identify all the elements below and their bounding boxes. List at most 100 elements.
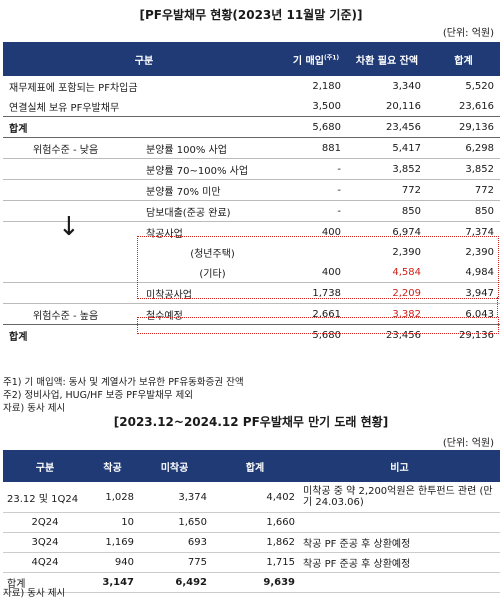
cell: 23,616 bbox=[459, 100, 494, 112]
table-row: 위험수준 - 높음 철수예정 2,661 3,382 6,043 bbox=[3, 304, 500, 325]
header-started: 착공 bbox=[87, 450, 138, 482]
row-label: 철수예정 bbox=[146, 310, 183, 322]
cell: 29,136 bbox=[427, 116, 500, 138]
table-row: 분양률 70~100% 사업 - 3,852 3,852 bbox=[3, 158, 500, 180]
table-row: 3Q24 1,169 693 1,862 착공 PF 준공 후 상환예정 bbox=[3, 532, 500, 553]
source-note-2: 자료) 동사 제시 bbox=[3, 588, 66, 599]
cell: 1,169 bbox=[87, 532, 138, 553]
cell: 772 bbox=[427, 179, 500, 201]
source-note: 자료) 동사 제시 bbox=[3, 403, 66, 414]
total-row: 합계 3,147 6,492 9,639 bbox=[3, 572, 500, 593]
cell: 1,715 bbox=[211, 552, 299, 573]
risk-high-label: 위험수준 - 높음 bbox=[33, 310, 99, 322]
header-category: 구분 bbox=[3, 42, 285, 76]
pf-contingent-liabilities-table: 구분 기 매입(주1) 차환 필요 잔액 합계 재무제표에 포함되는 PF차입금… bbox=[3, 42, 500, 345]
header-remarks: 비고 bbox=[299, 450, 500, 482]
cell: 772 bbox=[347, 179, 427, 201]
cell: 3,147 bbox=[87, 572, 138, 593]
risk-low-label: 위험수준 - 낮음 bbox=[3, 137, 140, 159]
cell: - bbox=[285, 179, 347, 201]
cell: 1,650 bbox=[138, 512, 211, 533]
total-row: 합계 5,680 23,456 29,136 bbox=[3, 324, 500, 345]
remark-cell: 착공 PF 준공 후 상환예정 bbox=[299, 552, 500, 573]
cell: 850 bbox=[347, 200, 427, 222]
cell: 850 bbox=[427, 200, 500, 222]
table1-title: [PF우발채무 현황(2023년 11월말 기준)] bbox=[139, 8, 363, 22]
cell: 1,028 bbox=[87, 482, 138, 513]
cell: 23,456 bbox=[347, 116, 427, 138]
table-row: 담보대출(준공 완료) - 850 850 bbox=[3, 200, 500, 222]
header-purchased-label: 기 매입 bbox=[292, 55, 324, 67]
maturity-schedule-table: 구분 착공 미착공 합계 비고 23.12 및 1Q24 1,028 3,374… bbox=[3, 450, 500, 593]
table-row: 착공사업 400 6,974 7,374 bbox=[3, 222, 500, 243]
row-label: 합계 bbox=[3, 116, 285, 138]
row-label: 3Q24 bbox=[3, 532, 87, 553]
footnote-1: 주1) 기 매입액: 동사 및 계열사가 보유한 PF유동화증권 잔액 bbox=[3, 377, 244, 388]
table-row: (기타) 400 4,584 4,984 bbox=[3, 262, 500, 283]
header-total: 합계 bbox=[427, 42, 500, 76]
cell: 2,390 bbox=[465, 246, 494, 258]
cell: 2,180 bbox=[312, 80, 341, 92]
table-row: 분양률 70% 미만 - 772 772 bbox=[3, 179, 500, 201]
row-label: (기타) bbox=[140, 262, 285, 283]
cell: 400 bbox=[321, 226, 341, 238]
header-purchased-note: (주1) bbox=[323, 54, 340, 62]
cell: 5,680 bbox=[285, 116, 347, 138]
cell: 5,520 bbox=[465, 80, 494, 92]
table-row: (청년주택) 2,390 2,390 bbox=[3, 242, 500, 262]
cell-highlight: 3,382 bbox=[392, 308, 421, 320]
cell: 2,390 bbox=[392, 246, 421, 258]
table-row: 2Q24 10 1,650 1,660 bbox=[3, 512, 500, 533]
table2-unit: (단위: 억원) bbox=[442, 438, 494, 449]
cell: 3,500 bbox=[312, 100, 341, 112]
row-label: 재무제표에 포함되는 PF차입금 bbox=[9, 82, 138, 94]
highlight-box-construction bbox=[137, 236, 499, 299]
cell: 5,680 bbox=[285, 324, 347, 345]
cell: - bbox=[285, 158, 347, 180]
remark-cell: 미착공 중 약 2,200억원은 한투펀드 관련 (만기 24.03.06) bbox=[299, 482, 500, 513]
table-row: 재무제표에 포함되는 PF차입금 2,180 3,340 5,520 bbox=[3, 76, 500, 96]
cell: 20,116 bbox=[386, 100, 421, 112]
cell: 1,660 bbox=[211, 512, 299, 533]
row-label: 합계 bbox=[3, 324, 285, 345]
table-row: 4Q24 940 775 1,715 착공 PF 준공 후 상환예정 bbox=[3, 552, 500, 573]
cell: 775 bbox=[138, 552, 211, 573]
highlight-box-connector bbox=[137, 297, 498, 317]
highlight-box-withdrawal bbox=[137, 317, 499, 334]
cell: 10 bbox=[87, 512, 138, 533]
cell: 2,661 bbox=[312, 308, 341, 320]
row-label: 분양률 70~100% 사업 bbox=[140, 158, 285, 180]
table-header-row: 구분 기 매입(주1) 차환 필요 잔액 합계 bbox=[3, 42, 500, 76]
cell: 5,417 bbox=[347, 137, 427, 159]
footnote-2: 주2) 정비사업, HUG/HF 보증 PF우발채무 제외 bbox=[3, 390, 193, 401]
row-label: 착공사업 bbox=[146, 228, 183, 240]
cell: 23,456 bbox=[347, 324, 427, 345]
row-label: 분양률 70% 미만 bbox=[140, 179, 285, 201]
cell: 400 bbox=[285, 262, 347, 283]
arrow-down-icon: ↓ bbox=[58, 212, 80, 242]
header-refinance: 차환 필요 잔액 bbox=[347, 42, 427, 76]
subtotal-row: 합계 5,680 23,456 29,136 bbox=[3, 116, 500, 138]
row-label: 4Q24 bbox=[3, 552, 87, 573]
table-header-row: 구분 착공 미착공 합계 비고 bbox=[3, 450, 500, 482]
cell: - bbox=[285, 200, 347, 222]
row-label: 23.12 및 1Q24 bbox=[3, 482, 87, 513]
cell: 1,862 bbox=[211, 532, 299, 553]
header-category: 구분 bbox=[3, 450, 87, 482]
row-label: 연결실체 보유 PF우발채무 bbox=[9, 102, 120, 114]
table-row: 위험수준 - 낮음 분양률 100% 사업 881 5,417 6,298 bbox=[3, 137, 500, 159]
cell: 4,984 bbox=[427, 262, 500, 283]
remark-cell: 착공 PF 준공 후 상환예정 bbox=[299, 532, 500, 553]
table2-title: [2023.12~2024.12 PF우발채무 만기 도래 현황] bbox=[113, 415, 389, 429]
cell: 940 bbox=[87, 552, 138, 573]
table-row: 23.12 및 1Q24 1,028 3,374 4,402 미착공 중 약 2… bbox=[3, 482, 500, 513]
cell: 9,639 bbox=[211, 572, 299, 593]
cell: 3,852 bbox=[427, 158, 500, 180]
cell: 3,374 bbox=[138, 482, 211, 513]
header-total: 합계 bbox=[211, 450, 299, 482]
row-label: 분양률 100% 사업 bbox=[140, 137, 285, 159]
row-label: 2Q24 bbox=[3, 512, 87, 533]
cell: 6,492 bbox=[138, 572, 211, 593]
cell: 693 bbox=[138, 532, 211, 553]
cell: 881 bbox=[285, 137, 347, 159]
